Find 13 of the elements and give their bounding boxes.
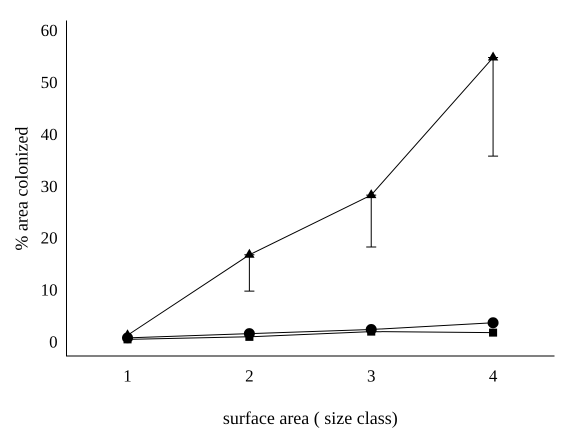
y-axis-title: % area colonized xyxy=(12,126,32,251)
y-tick-label: 40 xyxy=(40,124,58,144)
y-tick-label: 60 xyxy=(40,21,58,40)
y-tick-label: 30 xyxy=(40,176,58,196)
y-tick-label: 10 xyxy=(40,280,58,300)
y-tick-label: 0 xyxy=(49,332,58,352)
x-axis-title: surface area ( size class) xyxy=(222,408,398,428)
x-tick-label: 2 xyxy=(245,366,254,386)
x-tick-label: 4 xyxy=(488,366,498,386)
y-tick-label: 50 xyxy=(40,72,58,92)
x-tick-label: 3 xyxy=(366,366,376,386)
y-tick-label: 20 xyxy=(40,228,58,248)
x-tick-label: 1 xyxy=(123,366,132,386)
